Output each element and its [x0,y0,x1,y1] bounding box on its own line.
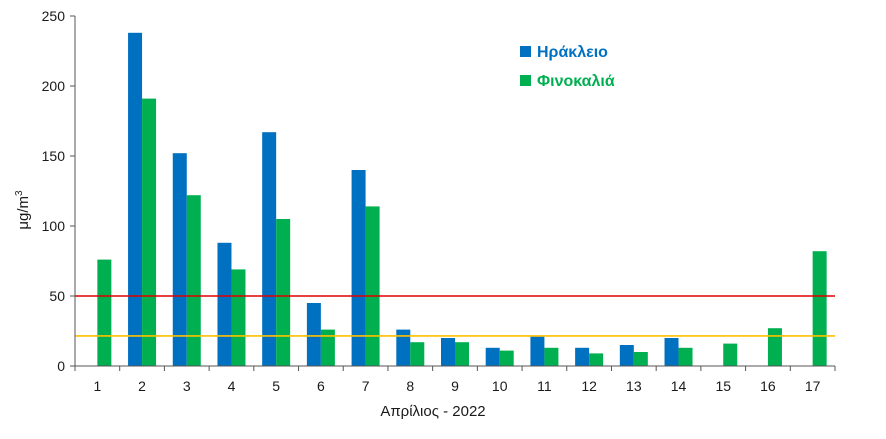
bar-finokalia-10 [499,350,514,366]
bar-heraklion-8 [396,329,411,366]
bar-finokalia-8 [410,342,425,366]
legend-swatch-finokalia [520,75,531,86]
bar-finokalia-9 [455,342,469,366]
bars-layer [97,32,827,367]
bar-finokalia-6 [320,329,335,366]
x-tick-label: 8 [406,378,414,394]
x-tick-label: 4 [228,378,236,394]
bar-finokalia-16 [767,328,782,366]
y-tick-label: 50 [49,288,65,304]
reference-lines-layer [75,295,835,337]
bar-finokalia-13 [633,352,648,366]
bar-heraklion-13 [619,345,634,366]
x-tick-label: 16 [760,378,776,394]
legend-swatch-heraklion [520,46,531,57]
legend: Ηράκλειο Φινοκαλιά [520,44,615,90]
bar-finokalia-3 [186,195,201,366]
bar-finokalia-5 [276,219,291,366]
bar-finokalia-11 [544,347,559,366]
x-tick-label: 10 [492,378,508,394]
bar-finokalia-4 [231,269,246,366]
bar-finokalia-7 [365,206,380,366]
x-tick-label: 11 [537,378,552,394]
bar-heraklion-6 [306,303,321,366]
x-tick-label: 7 [362,378,370,394]
x-tick-label: 14 [671,378,687,394]
bar-finokalia-1 [97,259,112,366]
y-axis-title-superscript: 3 [14,190,25,196]
y-axis-title-unit: μg/m [15,196,32,230]
bar-heraklion-10 [485,347,500,366]
bar-finokalia-17 [812,251,827,366]
x-tick-label: 5 [272,378,280,394]
bar-heraklion-2 [128,32,143,367]
bar-heraklion-4 [217,242,232,366]
y-axis-title: μg/m3 [14,190,32,230]
x-tick-label: 3 [183,378,191,394]
bar-heraklion-9 [441,338,455,366]
bar-heraklion-5 [262,132,277,366]
x-tick-label: 15 [715,378,731,394]
y-tick-label: 200 [42,78,66,94]
legend-label-finokalia: Φινοκαλιά [537,73,615,90]
bar-finokalia-12 [589,353,604,366]
y-tick-label: 100 [42,218,66,234]
bar-finokalia-14 [678,347,693,366]
y-tick-label: 0 [57,358,65,374]
y-tick-label: 150 [42,148,66,164]
bar-heraklion-7 [351,170,366,366]
bar-heraklion-14 [664,338,679,366]
x-tick-label: 6 [317,378,325,394]
bar-heraklion-11 [530,336,545,366]
bar-finokalia-15 [723,343,738,366]
x-tick-label: 13 [626,378,642,394]
x-tick-label: 2 [138,378,146,394]
bar-finokalia-2 [142,98,157,366]
bar-heraklion-3 [172,153,187,366]
x-tick-label: 17 [805,378,821,394]
x-tick-label: 12 [581,378,597,394]
x-tick-label: 1 [93,378,101,394]
y-tick-label: 250 [42,8,66,24]
x-axis-title: Απρίλιος - 2022 [380,403,485,420]
x-tick-label: 9 [451,378,459,394]
legend-label-heraklion: Ηράκλειο [537,44,608,61]
bar-heraklion-12 [575,347,590,366]
